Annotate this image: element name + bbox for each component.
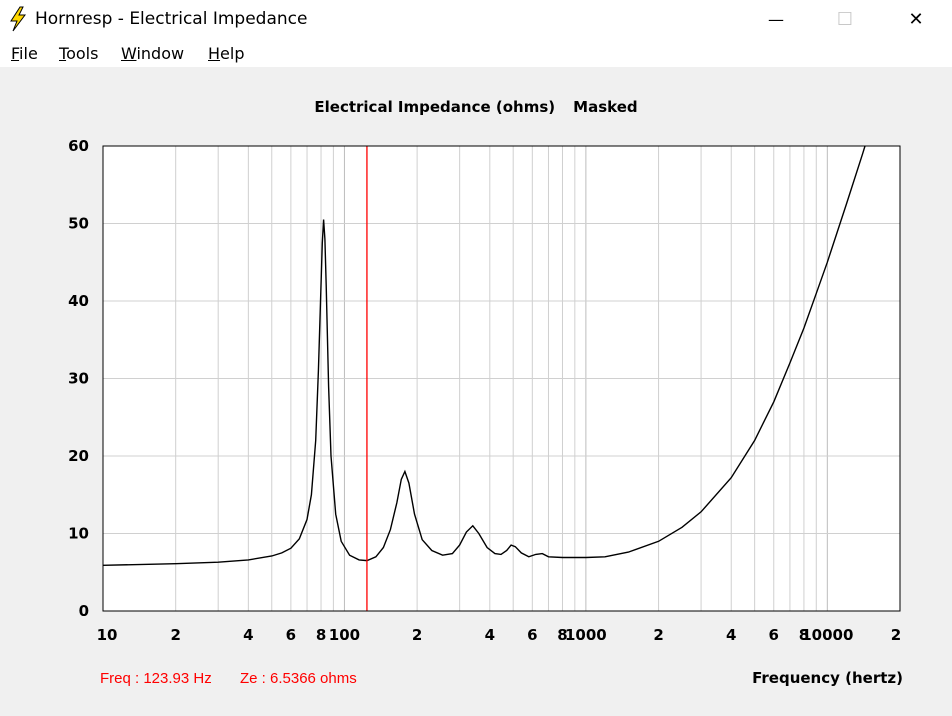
x-tick-label: 100 xyxy=(329,626,360,644)
window-title: Hornresp - Electrical Impedance xyxy=(35,9,308,29)
y-tick-label: 30 xyxy=(68,370,89,388)
x-tick-label: 8 xyxy=(799,626,809,644)
x-tick-label: 6 xyxy=(527,626,537,644)
menu-bar: File Tools Window Help xyxy=(0,39,952,67)
x-tick-label: 10 xyxy=(97,626,118,644)
x-tick-label: 4 xyxy=(726,626,736,644)
x-tick-label: 2 xyxy=(170,626,180,644)
close-button[interactable]: ✕ xyxy=(893,0,939,39)
menu-file[interactable]: File xyxy=(11,44,38,63)
x-tick-label: 4 xyxy=(243,626,253,644)
menu-help-label: elp xyxy=(220,44,245,63)
horizontal-gridlines xyxy=(103,223,900,534)
x-tick-label: 6 xyxy=(769,626,779,644)
menu-file-mnemonic: F xyxy=(11,44,20,63)
close-icon: ✕ xyxy=(908,9,924,30)
x-tick-label: 6 xyxy=(286,626,296,644)
x-tick-label: 2 xyxy=(412,626,422,644)
y-tick-label: 20 xyxy=(68,447,89,465)
menu-help-mnemonic: H xyxy=(208,44,221,63)
y-tick-labels: 0 10 20 30 40 50 60 xyxy=(68,137,89,620)
y-tick-label: 60 xyxy=(68,137,89,155)
x-tick-label: 2 xyxy=(653,626,663,644)
menu-file-label: ile xyxy=(19,44,38,63)
menu-help[interactable]: Help xyxy=(208,44,244,63)
menu-tools-label: ools xyxy=(66,44,99,63)
x-tick-label: 1000 xyxy=(565,626,607,644)
y-tick-label: 40 xyxy=(68,292,89,310)
y-tick-label: 10 xyxy=(68,525,89,543)
maximize-button[interactable]: ☐ xyxy=(822,0,868,39)
frequency-readout: Freq : 123.93 Hz xyxy=(100,670,212,687)
menu-tools-mnemonic: T xyxy=(59,44,67,63)
chart-title: Electrical Impedance (ohms) Masked xyxy=(0,98,952,116)
lightning-bolt-icon xyxy=(10,6,26,32)
impedance-readout: Ze : 6.5366 ohms xyxy=(240,670,357,687)
y-tick-label: 0 xyxy=(79,602,89,620)
menu-window[interactable]: Window xyxy=(121,44,184,63)
chart-title-main: Electrical Impedance (ohms) xyxy=(314,98,556,116)
minimize-button[interactable]: — xyxy=(753,0,799,39)
minimize-icon: — xyxy=(768,10,784,29)
x-tick-label: 8 xyxy=(557,626,567,644)
x-tick-label: 4 xyxy=(485,626,495,644)
plot-border xyxy=(102,145,901,612)
x-tick-label: 10000 xyxy=(801,626,853,644)
x-axis-label: Frequency (hertz) xyxy=(752,669,903,687)
x-tick-label: 2 xyxy=(891,626,901,644)
menu-tools[interactable]: Tools xyxy=(59,44,98,63)
menu-window-label: indow xyxy=(136,44,185,63)
menu-window-mnemonic: W xyxy=(121,44,137,63)
maximize-icon: ☐ xyxy=(836,9,854,30)
title-bar: Hornresp - Electrical Impedance — ☐ ✕ xyxy=(0,0,952,39)
chart-title-status: Masked xyxy=(573,98,638,116)
x-tick-label: 8 xyxy=(316,626,326,644)
y-tick-label: 50 xyxy=(68,215,89,233)
impedance-curve xyxy=(102,145,866,566)
